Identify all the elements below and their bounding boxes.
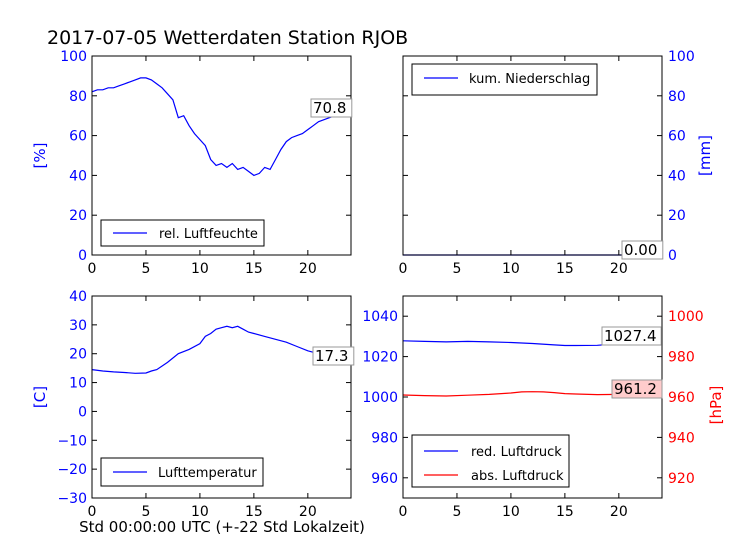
y-tick-label: 30: [69, 318, 87, 334]
x-tick-label: 20: [299, 504, 317, 520]
x-tick-label: 15: [556, 261, 574, 277]
x-tick-label: 20: [610, 261, 628, 277]
legend-label: red. Luftdruck: [471, 445, 562, 460]
x-tick-label: 20: [610, 504, 628, 520]
x-tick-label: 10: [502, 261, 520, 277]
x-tick-label: 5: [141, 504, 150, 520]
y-tick-label: 100: [60, 49, 87, 65]
y-tick-label: 0: [78, 248, 87, 264]
y-tick-label: 20: [69, 208, 87, 224]
y-tick-label: 40: [668, 168, 686, 184]
y-tick-label: 1020: [362, 350, 398, 366]
y-tick-label: 960: [668, 390, 695, 406]
value-annotation-box: [611, 379, 663, 399]
y-tick-label: 100: [668, 49, 695, 65]
plot-frame: [91, 55, 352, 256]
y-tick-label: −20: [57, 462, 87, 478]
y-tick-label: 20: [668, 208, 686, 224]
x-tick-label: 0: [399, 504, 408, 520]
y-tick-label: 980: [668, 350, 695, 366]
x-tick-label: 5: [452, 261, 461, 277]
value-annotation-box: [310, 98, 353, 118]
series-line-lufttemperatur: [91, 325, 352, 374]
legend-box: [411, 434, 570, 488]
y-tick-label: 0: [78, 404, 87, 420]
y-tick-label: 40: [69, 168, 87, 184]
y-tick-label: 60: [668, 129, 686, 145]
x-tick-label: 10: [502, 504, 520, 520]
y-tick-label: 60: [69, 129, 87, 145]
y-tick-label: 1000: [362, 390, 398, 406]
value-annotation: 70.8: [313, 99, 346, 117]
y-tick-label: 20: [69, 347, 87, 363]
x-tick-label: 20: [299, 261, 317, 277]
value-annotation: 961.2: [614, 380, 657, 398]
series-line-abs-luftdruck: [402, 391, 663, 397]
x-tick-label: 10: [191, 261, 209, 277]
value-annotation: 17.3: [315, 347, 348, 365]
legend-label: kum. Niederschlag: [469, 72, 590, 87]
x-tick-label: 5: [141, 261, 150, 277]
legend-label: abs. Luftdruck: [471, 469, 564, 484]
chart-humidity: 0 5 10 15 20 0 20 40 60 80 100 [%] 70.8 rel. Luftfeuc…: [31, 49, 353, 277]
legend-label: rel. Luftfeuchte: [159, 227, 258, 242]
y-axis-label: [mm]: [696, 135, 714, 176]
y-tick-label: 920: [668, 471, 695, 487]
y-tick-label: 80: [69, 89, 87, 105]
x-tick-label: 15: [245, 504, 263, 520]
y-tick-label: 960: [371, 471, 398, 487]
x-tick-label: 15: [556, 504, 574, 520]
y-tick-label: 1040: [362, 309, 398, 325]
plot-frame: [91, 295, 352, 499]
plot-frame: [402, 55, 663, 256]
x-tick-label: 0: [88, 261, 97, 277]
chart-temperature: 0 5 10 15 20 −30 −20 −10 0 10 20 30 40 [C] 17.3 Lufttem…: [31, 289, 355, 520]
value-annotation-box: [312, 346, 355, 366]
series-line-rel-luftfeuchte: [91, 77, 351, 177]
y-tick-label: 1000: [668, 309, 704, 325]
legend-box: [411, 63, 598, 96]
x-tick-label: 0: [88, 504, 97, 520]
y-axis-label: [hPa]: [707, 386, 725, 425]
x-tick-label: 5: [452, 504, 461, 520]
y-tick-label: −30: [57, 491, 87, 507]
x-tick-label: 10: [191, 504, 209, 520]
y-tick-label: 980: [371, 430, 398, 446]
x-tick-label: 15: [245, 261, 263, 277]
y-axis-label: [%]: [31, 143, 49, 169]
chart-pressure: 0 5 10 15 20 960 980 1000 1020 1040 920 940 960 980 10…: [362, 295, 725, 520]
y-axis-label: [C]: [31, 386, 49, 408]
value-annotation-box: [601, 326, 662, 346]
value-annotation: 0.00: [624, 241, 657, 259]
y-tick-label: 40: [69, 289, 87, 305]
value-annotation-box: [621, 240, 664, 260]
figure-xlabel: Std 00:00:00 UTC (+-22 Std Lokalzeit): [79, 518, 365, 536]
y-tick-label: −10: [57, 433, 87, 449]
x-tick-label: 0: [399, 261, 408, 277]
chart-precipitation: 0 5 10 15 20 0 20 40 60 80 100 [mm] 0.00 kum. Nieders…: [399, 49, 714, 277]
value-annotation: 1027.4: [604, 327, 657, 345]
legend-label: Lufttemperatur: [158, 466, 257, 481]
y-tick-label: 940: [668, 430, 695, 446]
figure-title: 2017-07-05 Wetterdaten Station RJOB: [47, 27, 408, 49]
y-tick-label: 80: [668, 89, 686, 105]
y-tick-label: 0: [668, 248, 677, 264]
y-tick-label: 10: [69, 376, 87, 392]
